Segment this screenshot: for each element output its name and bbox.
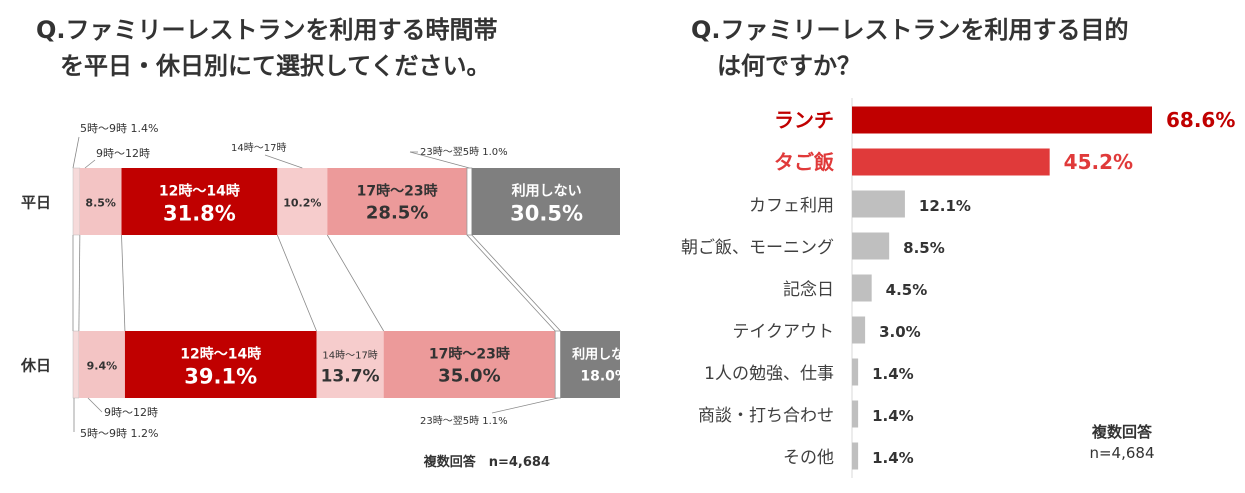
left-title-line2: を平日・休日別にて選択してください。 bbox=[60, 52, 491, 80]
value-label-8: 1.4% bbox=[872, 449, 914, 467]
series-label-holiday-14-17: 14時〜17時 bbox=[322, 350, 377, 362]
value-label-weekday-9-12: 8.5% bbox=[85, 197, 116, 210]
bar-3 bbox=[852, 232, 890, 260]
connector-line bbox=[466, 234, 556, 332]
category-label-4: 記念日 bbox=[783, 279, 834, 300]
bar-weekday-seg_14_17 bbox=[277, 168, 328, 235]
series-label-weekday-17-23: 17時〜23時 bbox=[357, 183, 438, 200]
category-label-3: 朝ご飯、モーニング bbox=[681, 238, 834, 258]
series-label-weekday-none: 利用しない bbox=[512, 183, 582, 200]
leader-line bbox=[84, 159, 96, 169]
value-label-weekday-17-23: 28.5% bbox=[366, 203, 428, 224]
bar-4 bbox=[852, 274, 872, 302]
value-label-0: 68.6% bbox=[1166, 108, 1235, 132]
callout-weekday-14-17: 14時〜17時 bbox=[231, 142, 286, 154]
sample-note-left: 複数回答 n=4,684 bbox=[423, 454, 550, 470]
bar-1 bbox=[852, 148, 1050, 176]
category-label-1: タご飯 bbox=[774, 150, 834, 174]
value-label-weekday-none: 30.5% bbox=[510, 202, 583, 226]
bar-8 bbox=[852, 442, 859, 470]
bar-weekday-seg_17_23 bbox=[327, 168, 467, 235]
leader-line bbox=[264, 154, 303, 169]
sample-note-right-line2: n=4,684 bbox=[1089, 444, 1154, 462]
category-label-2: カフェ利用 bbox=[749, 196, 834, 216]
value-label-holiday-9-12: 9.4% bbox=[87, 360, 118, 373]
value-label-holiday-none: 18.0% bbox=[580, 369, 620, 385]
right-title-line1: Q.ファミリーレストランを利用する目的 bbox=[691, 16, 1129, 44]
category-label-7: 商談・打ち合わせ bbox=[698, 406, 834, 426]
callout-holiday-5-9: 5時〜9時 1.2% bbox=[80, 427, 158, 440]
value-label-4: 4.5% bbox=[886, 281, 928, 299]
value-label-3: 8.5% bbox=[903, 239, 945, 257]
bar-holiday-seg_14_17 bbox=[316, 331, 384, 398]
value-label-holiday-12-14: 39.1% bbox=[184, 365, 257, 389]
connector-line bbox=[78, 234, 81, 332]
category-label-weekday: 平日 bbox=[21, 194, 51, 212]
series-label-holiday-none: 利用しない bbox=[572, 347, 620, 363]
connector-line bbox=[471, 234, 561, 332]
series-label-holiday-17-23: 17時〜23時 bbox=[429, 346, 510, 363]
bar-2 bbox=[852, 190, 905, 218]
callout-weekday-5-9: 5時〜9時 1.4% bbox=[80, 122, 158, 135]
callout-weekday-23-5: 23時〜翌5時 1.0% bbox=[420, 146, 508, 158]
bar-holiday-seg_none bbox=[560, 331, 620, 398]
category-label-8: その他 bbox=[783, 448, 834, 468]
bar-6 bbox=[852, 358, 859, 386]
value-label-2: 12.1% bbox=[919, 197, 971, 215]
bar-holiday-seg_17_23 bbox=[383, 331, 556, 398]
bar-5 bbox=[852, 316, 866, 344]
series-label-holiday-12-14: 12時〜14時 bbox=[180, 346, 261, 363]
value-label-5: 3.0% bbox=[879, 323, 921, 341]
leader-line bbox=[491, 397, 558, 414]
category-label-holiday: 休日 bbox=[20, 357, 51, 375]
sample-note-right-line1: 複数回答 bbox=[1091, 423, 1153, 441]
value-label-holiday-17-23: 35.0% bbox=[438, 366, 500, 387]
leader-line bbox=[87, 397, 103, 413]
connector-line bbox=[276, 234, 317, 332]
category-label-6: 1人の勉強、仕事 bbox=[704, 364, 834, 384]
connector-line bbox=[326, 234, 385, 332]
value-label-weekday-14-17: 10.2% bbox=[283, 197, 321, 210]
leader-line bbox=[409, 151, 470, 169]
value-label-holiday-14-17: 13.7% bbox=[321, 367, 380, 387]
value-label-6: 1.4% bbox=[872, 365, 914, 383]
category-label-5: テイクアウト bbox=[732, 322, 834, 342]
value-label-weekday-12-14: 31.8% bbox=[163, 202, 236, 226]
value-label-1: 45.2% bbox=[1064, 150, 1133, 174]
value-label-7: 1.4% bbox=[872, 407, 914, 425]
right-title-line2: は何ですか？ bbox=[717, 52, 861, 80]
leader-line bbox=[72, 136, 80, 169]
bar-weekday-seg_12_14 bbox=[121, 168, 278, 235]
callout-holiday-9-12: 9時〜12時 bbox=[104, 406, 158, 419]
bar-0 bbox=[852, 106, 1152, 134]
bar-holiday-seg_9_12 bbox=[78, 331, 125, 398]
category-label-0: ランチ bbox=[774, 108, 834, 132]
series-label-weekday-12-14: 12時〜14時 bbox=[159, 183, 240, 200]
callout-holiday-23-5: 23時〜翌5時 1.1% bbox=[420, 415, 508, 427]
bar-7 bbox=[852, 400, 859, 428]
bar-weekday-seg_9_12 bbox=[79, 168, 122, 235]
connector-line bbox=[121, 234, 126, 332]
left-title-line1: Q.ファミリーレストランを利用する時間帯 bbox=[36, 16, 498, 44]
bar-weekday-seg_none bbox=[471, 168, 620, 235]
bar-holiday-seg_12_14 bbox=[124, 331, 317, 398]
callout-weekday-9-12: 9時〜12時 bbox=[96, 147, 150, 160]
